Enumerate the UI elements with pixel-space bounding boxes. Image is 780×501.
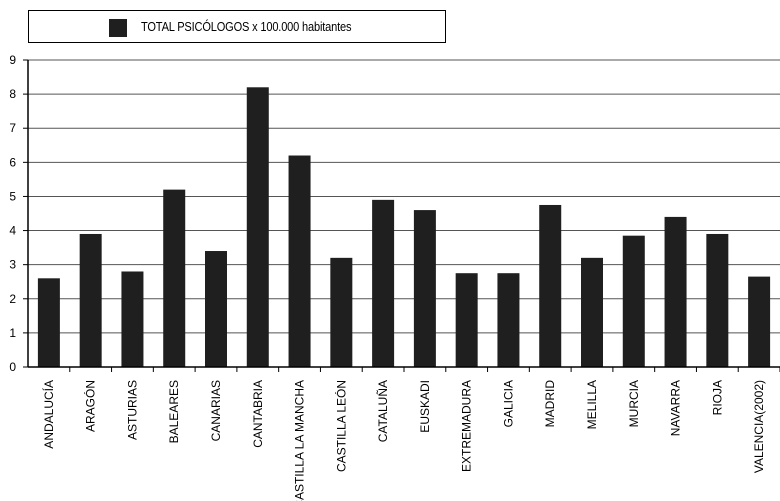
x-category-label: BALEARES (167, 380, 181, 443)
x-category-label: GALICIA (501, 380, 515, 427)
bar (748, 276, 771, 367)
y-tick-label: 6 (9, 155, 16, 169)
legend-swatch (109, 19, 127, 37)
y-tick-label: 4 (9, 224, 16, 238)
x-category-label: CATALUÑA (376, 380, 390, 442)
bar (330, 257, 353, 367)
bar (413, 210, 436, 367)
y-tick-label: 8 (9, 87, 16, 101)
x-category-label: CANTABRIA (251, 380, 265, 448)
x-category-label: CASTILLA LEÓN (333, 380, 348, 472)
bar (622, 235, 645, 367)
y-tick-label: 7 (9, 121, 16, 135)
y-tick-label: 2 (9, 292, 16, 306)
bar (497, 273, 520, 367)
y-tick-labels: 0 1 2 3 4 5 6 7 8 9 (9, 53, 16, 374)
axes (23, 59, 780, 372)
bar (455, 273, 478, 367)
x-category-label: CANARIAS (209, 380, 223, 441)
y-tick-label: 9 (9, 53, 16, 67)
bar (79, 233, 102, 367)
y-tick-label: 3 (9, 258, 16, 272)
bar (246, 87, 269, 368)
legend-label: TOTAL PSICÓLOGOS x 100.000 habitantes (141, 19, 352, 34)
bar (664, 216, 687, 367)
x-category-label: RIOJA (710, 380, 724, 415)
x-category-label: MADRID (543, 380, 557, 428)
bar (121, 271, 144, 367)
bar (288, 155, 311, 367)
bar (539, 204, 562, 367)
gridlines (28, 59, 780, 334)
x-category-label: ASTURIAS (125, 380, 139, 440)
bar (37, 278, 60, 367)
x-category-label: VALENCIA(2002) (752, 380, 766, 473)
bars (37, 87, 771, 368)
bar (581, 257, 603, 367)
x-category-label: EUSKADI (418, 380, 432, 433)
legend: TOTAL PSICÓLOGOS x 100.000 habitantes (28, 10, 446, 43)
y-tick-label: 5 (9, 189, 16, 203)
bar (205, 251, 227, 367)
x-category-label: CASTILLA LA MANCHA (293, 380, 307, 501)
x-category-label: MURCIA (627, 380, 641, 427)
x-category-label: MELILLA (585, 380, 599, 429)
y-tick-label: 0 (9, 360, 16, 374)
x-category-label: ARAGÓN (83, 380, 98, 432)
y-tick-label: 1 (9, 326, 16, 340)
x-category-label: NAVARRA (669, 380, 683, 436)
x-category-label: EXTREMADURA (460, 380, 474, 472)
x-category-labels: ANDALUCÍA ARAGÓN ASTURIAS BALEARES CANARIAS C… (41, 380, 766, 501)
x-category-label: ANDALUCÍA (41, 380, 56, 449)
bar (163, 189, 186, 367)
bar (372, 199, 395, 367)
bar (706, 233, 729, 367)
